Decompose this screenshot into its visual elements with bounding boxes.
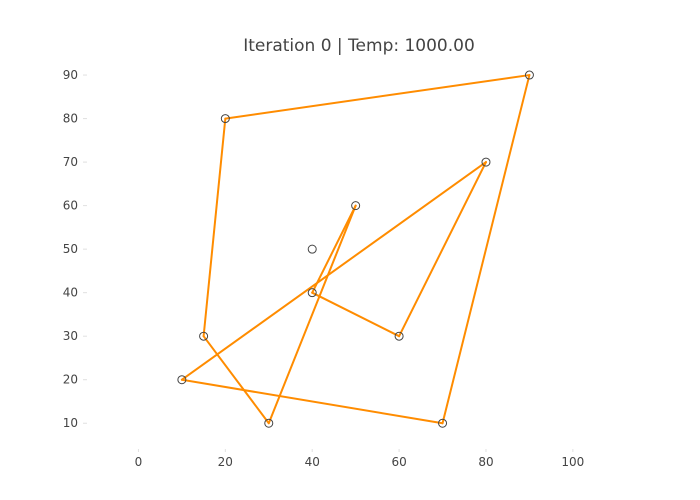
city-point — [351, 201, 361, 211]
chart-title: Iteration 0 | Temp: 1000.00 — [243, 36, 475, 56]
y-tick-label: 90 — [63, 68, 78, 82]
y-axis: 10 20 30 40 50 60 70 80 90 — [63, 68, 87, 430]
city-point — [524, 70, 534, 80]
route-segment — [202, 335, 270, 425]
city-point — [177, 375, 187, 385]
y-tick-label: 40 — [63, 286, 78, 300]
x-tick-label: 100 — [561, 455, 584, 469]
x-tick-label: 20 — [218, 455, 233, 469]
route-segment — [311, 291, 401, 338]
y-tick-label: 60 — [63, 199, 78, 213]
city-point — [394, 331, 404, 341]
route-segment — [202, 117, 227, 338]
x-tick-label: 0 — [135, 455, 143, 469]
city-point — [199, 331, 209, 341]
city-point — [438, 418, 448, 428]
y-tick-label: 10 — [63, 416, 78, 430]
y-tick-label: 20 — [63, 373, 78, 387]
y-tick-label: 80 — [63, 112, 78, 126]
x-tick-label: 60 — [391, 455, 406, 469]
route-segment — [180, 161, 487, 381]
city-point — [307, 288, 317, 298]
route-segment — [398, 161, 487, 338]
city-point — [307, 244, 317, 254]
city-point — [264, 418, 274, 428]
route-segment — [180, 378, 444, 425]
x-axis: 0 20 40 60 80 100 — [135, 449, 584, 469]
y-tick-label: 70 — [63, 155, 78, 169]
city-points — [177, 70, 534, 428]
route-segment — [224, 74, 531, 120]
x-tick-label: 40 — [305, 455, 320, 469]
route-path — [180, 74, 531, 425]
y-tick-label: 30 — [63, 329, 78, 343]
x-tick-label: 80 — [478, 455, 493, 469]
city-point — [220, 114, 230, 124]
route-segment — [267, 204, 357, 425]
route-segment — [441, 74, 531, 425]
city-point — [481, 157, 491, 167]
route-segment — [311, 204, 357, 294]
y-tick-label: 50 — [63, 242, 78, 256]
